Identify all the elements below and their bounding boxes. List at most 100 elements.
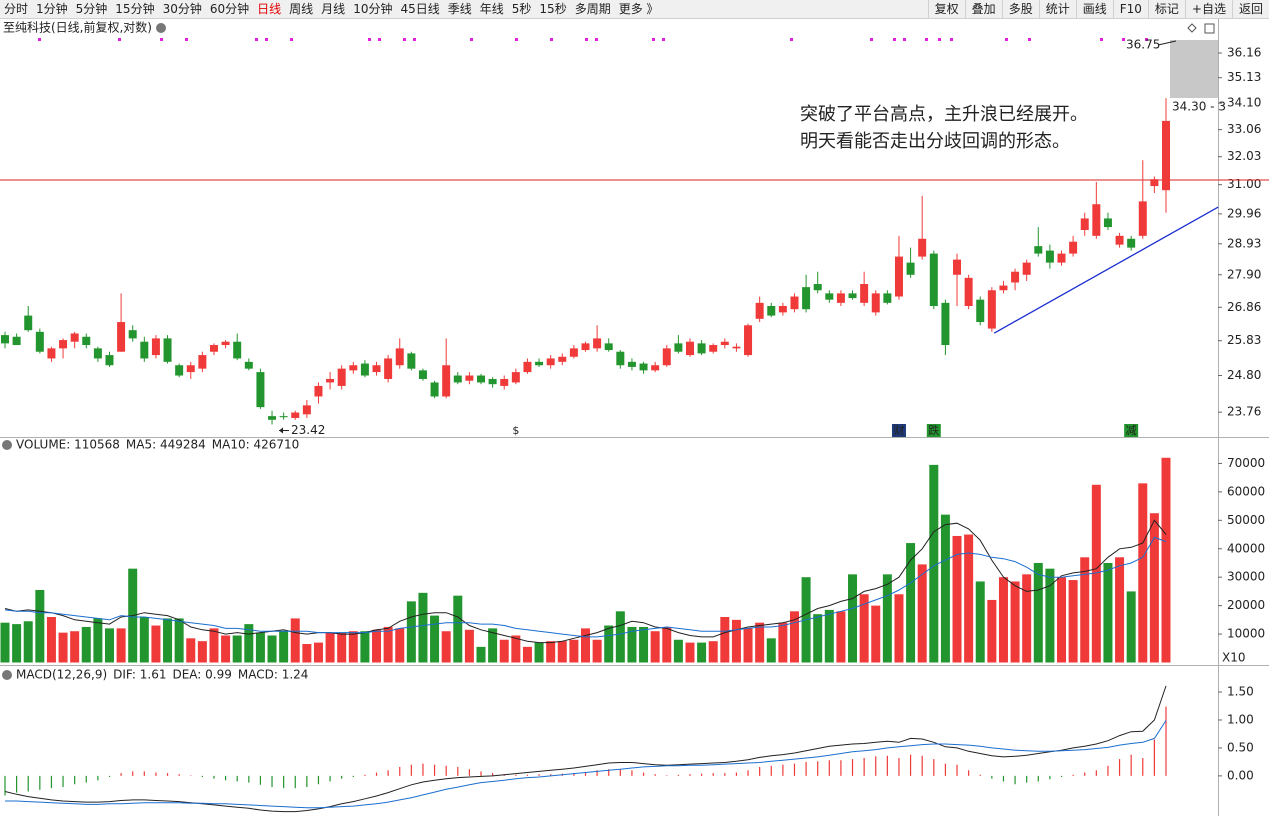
volume-bar [418,592,428,663]
marker-dot [1145,38,1148,41]
candle-body [987,290,996,329]
volume-bar [708,641,718,663]
candle-body [697,343,706,354]
volume-bar [279,631,289,663]
candle-body [128,330,137,339]
marker-dot [118,38,121,41]
tool-button[interactable]: 叠加 [964,0,1002,18]
chart-title: 至纯科技(日线,前复权,对数) [3,20,152,35]
period-tab[interactable]: 5分钟 [75,2,108,16]
y-tick-label: 32.03 [1227,149,1261,163]
candle-body [720,341,729,346]
period-tab[interactable]: 10分钟 [353,2,393,16]
y-tick-label: 0.00 [1227,768,1254,782]
toolbar: 分时 1分钟 5分钟 15分钟 30分钟 60分钟 日线 周线 月线 10分钟 45日线 季线 年线 5秒… [0,0,1269,19]
volume-bar [1149,513,1159,663]
low-arrow-head [279,427,284,434]
tool-button[interactable]: F10 [1112,0,1148,18]
y-tick-label: 27.90 [1227,267,1261,281]
unit-label: X10 [1222,651,1246,665]
event-label: $ [512,424,519,437]
marker-dot [368,38,371,41]
period-tab[interactable]: 周线 [289,2,314,16]
candle-body [790,296,799,310]
y-tick-label: 50000 [1227,513,1265,527]
period-tab[interactable]: 多周期 [574,2,611,16]
period-tab[interactable]: 日线 [257,2,282,16]
volume-bar [592,639,602,663]
volume-bar [255,632,265,663]
candle-body [221,341,230,346]
candle-body [314,385,323,397]
tool-button[interactable]: 画线 [1075,0,1113,18]
period-tab[interactable]: 30分钟 [162,2,202,16]
candle-body [836,293,845,303]
period-tab[interactable]: 更多 》 [618,2,659,16]
candle-body [627,361,636,367]
volume-bar [1033,562,1043,663]
volume-bar [1115,557,1125,663]
marker-dot [470,38,473,41]
volume-bar [197,641,207,663]
candle-body [59,340,68,349]
candle-body [1162,120,1170,191]
volume-bar [731,619,741,663]
event-label: 减 [1126,424,1137,437]
candle-body [1080,218,1089,230]
legend-entry: MA5: 449284 [126,438,206,452]
candle-body [477,375,486,383]
candle-body [349,365,358,371]
candle-body [767,306,776,316]
candle-body [279,416,288,418]
marker-dot [652,38,655,41]
period-tab[interactable]: 5秒 [511,2,532,16]
annotation: 突破了平台高点，主升浪已经展开。 [800,104,1088,125]
volume-bar [151,625,161,663]
y-tick-label: 33.06 [1227,122,1261,136]
legend-entry: DEA: 0.99 [172,668,231,682]
marker-dot [265,38,268,41]
event-tag [891,424,906,437]
candle-body [163,338,172,362]
volume-bar [824,609,834,663]
period-tab[interactable]: 年线 [479,2,504,16]
marker-dot [1100,38,1103,41]
volume-bar [1126,591,1136,663]
tool-button[interactable]: 返回 [1231,0,1269,18]
candle-body [442,365,451,397]
volume-bar [546,641,556,663]
candle-body [1103,218,1112,228]
tool-button[interactable]: 复权 [927,0,965,18]
candle-body [1138,201,1147,236]
volume-bar [848,574,858,663]
event-tag [926,424,941,437]
candle-body [465,375,474,381]
period-tab[interactable]: 季线 [447,2,472,16]
period-tab[interactable]: 月线 [321,2,346,16]
candle-body [430,382,439,397]
candle-body [500,378,509,386]
marker-dot [255,38,258,41]
y-tick-label: 28.93 [1227,236,1261,250]
period-tab[interactable]: 分时 [4,2,29,16]
volume-bar [1010,581,1020,663]
period-tab[interactable]: 15分钟 [115,2,155,16]
legend-entry: MA10: 426710 [212,438,300,452]
period-tab[interactable]: 15秒 [539,2,567,16]
tool-button[interactable]: 多股 [1001,0,1039,18]
candle-body [337,368,346,386]
volume-bar [499,639,509,663]
marker-dot [903,38,906,41]
period-tab[interactable]: 60分钟 [209,2,250,16]
period-tab[interactable]: 45日线 [400,2,440,16]
candle-body [268,416,277,420]
tool-button[interactable]: 统计 [1038,0,1076,18]
marker-dot [950,38,953,41]
period-tab[interactable]: 1分钟 [36,2,68,16]
volume-bar [1103,562,1113,663]
tool-button[interactable]: +自选 [1184,0,1232,18]
volume-bar [511,635,521,663]
tool-button[interactable]: 标记 [1147,0,1185,18]
volume-bar [1138,483,1148,663]
volume-bar [290,618,300,663]
